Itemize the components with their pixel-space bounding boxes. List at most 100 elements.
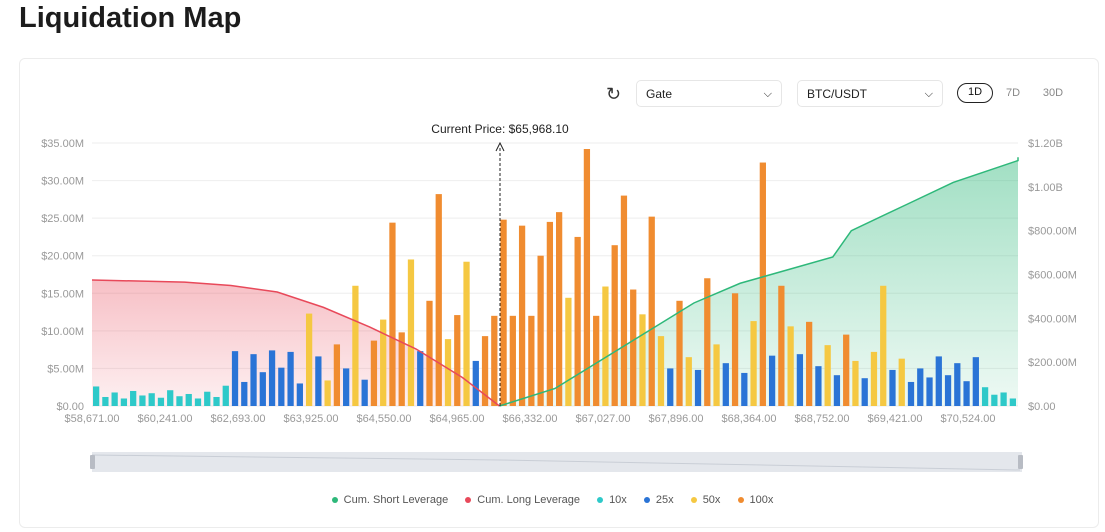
bar-25x — [963, 381, 970, 406]
x-tick-label: $66,332.00 — [502, 413, 557, 425]
slider-handle-left[interactable] — [90, 455, 95, 469]
left-tick-label: $35.00M — [41, 138, 84, 150]
bar-100x — [648, 216, 655, 406]
bar-50x — [444, 339, 452, 406]
bar-50x — [880, 285, 887, 406]
slider-preview-line — [91, 454, 1021, 471]
x-tick-label: $64,550.00 — [356, 413, 411, 425]
bar-25x — [954, 363, 961, 406]
right-tick-label: $800.00M — [1028, 226, 1077, 238]
bar-10x — [1009, 398, 1016, 406]
legend: Cum. Short Leverage Cum. Long Leverage 1… — [0, 494, 1105, 506]
bar-50x — [602, 286, 609, 406]
bar-50x — [824, 345, 831, 406]
bar-25x — [815, 366, 822, 406]
left-tick-label: $15.00M — [41, 288, 84, 300]
bar-25x — [926, 377, 933, 406]
tab-30d[interactable]: 30D — [1042, 87, 1064, 99]
bar-50x — [380, 319, 387, 406]
left-tick-label: $10.00M — [41, 326, 84, 338]
bar-25x — [972, 357, 979, 406]
line-cum-long — [91, 279, 500, 407]
bar-100x — [620, 195, 628, 406]
bar-10x — [102, 396, 109, 406]
bar-25x — [472, 360, 479, 406]
legend-long[interactable]: Cum. Long Leverage — [465, 494, 580, 506]
bar-25x — [287, 351, 294, 406]
bar-100x — [528, 315, 535, 406]
bar-50x — [685, 357, 692, 406]
current-price-label: Current Price: $65,968.10 — [431, 122, 569, 136]
bar-100x — [435, 194, 442, 406]
bar-50x — [787, 326, 794, 406]
right-tick-label: $0.00 — [1028, 401, 1056, 413]
bar-25x — [861, 378, 868, 406]
bar-10x — [194, 398, 202, 406]
legend-100x[interactable]: 100x — [737, 494, 773, 506]
bar-25x — [278, 367, 285, 406]
left-tick-label: $5.00M — [47, 363, 84, 375]
bar-100x — [518, 225, 526, 406]
x-tick-label: $60,241.00 — [137, 413, 192, 425]
legend-50x[interactable]: 50x — [690, 494, 720, 506]
bar-100x — [389, 222, 396, 406]
tab-7d[interactable]: 7D — [1005, 87, 1021, 99]
bar-25x — [741, 372, 748, 406]
bar-25x — [889, 369, 896, 406]
bar-100x — [546, 221, 553, 406]
bar-10x — [139, 395, 146, 406]
x-tick-label: $67,896.00 — [648, 413, 703, 425]
bar-10x — [167, 390, 174, 406]
bar-50x — [870, 351, 878, 406]
bar-25x — [241, 381, 248, 406]
zoom-slider[interactable] — [92, 452, 1022, 472]
bar-10x — [185, 393, 192, 406]
legend-short[interactable]: Cum. Short Leverage — [331, 494, 448, 506]
liquidation-chart: $0.00 $5.00M $10.00M $15.00M $20.00M $25.00M $… — [41, 122, 1077, 472]
slider-handle-right[interactable] — [1018, 455, 1023, 469]
pair-value: BTC/USDT — [807, 87, 867, 101]
arrow-up-icon — [495, 141, 505, 152]
area-long — [92, 279, 500, 406]
bar-100x — [843, 334, 850, 406]
bar-25x — [722, 363, 729, 406]
refresh-icon[interactable]: ↻ — [606, 84, 622, 104]
bar-50x — [305, 313, 313, 406]
bar-25x — [343, 368, 350, 406]
bar-100x — [574, 236, 581, 406]
left-tick-label: $20.00M — [41, 251, 84, 263]
right-tick-label: $1.20B — [1028, 138, 1063, 150]
right-tick-label: $600.00M — [1028, 270, 1077, 282]
bar-25x — [935, 356, 942, 406]
exchange-select[interactable]: Gate ⌵ — [636, 80, 782, 107]
left-tick-label: $25.00M — [41, 213, 84, 225]
tab-1d[interactable]: 1D — [957, 83, 993, 103]
bar-10x — [130, 390, 137, 406]
bar-25x — [917, 368, 924, 406]
legend-10x[interactable]: 10x — [597, 494, 627, 506]
bar-50x — [324, 380, 331, 406]
legend-25x[interactable]: 25x — [643, 494, 674, 506]
bar-25x — [796, 354, 804, 406]
bar-25x — [259, 372, 266, 406]
x-tick-label: $68,364.00 — [721, 413, 776, 425]
left-tick-label: $30.00M — [41, 176, 84, 188]
bar-25x — [907, 381, 915, 406]
bar-50x — [407, 259, 415, 406]
bar-50x — [852, 360, 859, 406]
bar-25x — [694, 369, 702, 406]
bar-25x — [315, 356, 322, 406]
bar-25x — [250, 354, 257, 406]
bar-10x — [1000, 392, 1007, 406]
pair-select[interactable]: BTC/USDT ⌵ — [797, 80, 943, 107]
chevron-down-icon: ⌵ — [924, 88, 933, 100]
bar-50x — [750, 321, 757, 406]
bar-50x — [463, 261, 470, 406]
bar-100x — [398, 332, 405, 406]
bar-10x — [120, 398, 128, 406]
x-tick-label: $62,693.00 — [210, 413, 265, 425]
x-tick-label: $67,027.00 — [575, 413, 630, 425]
bar-25x — [833, 375, 841, 406]
bar-100x — [731, 293, 739, 406]
bar-10x — [148, 393, 155, 406]
